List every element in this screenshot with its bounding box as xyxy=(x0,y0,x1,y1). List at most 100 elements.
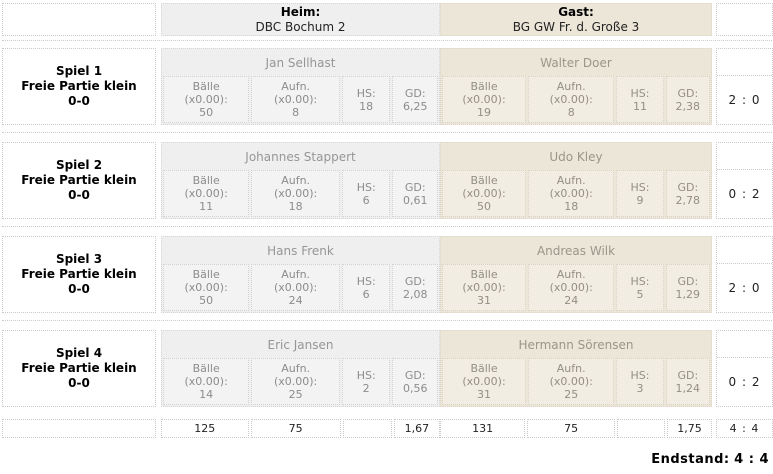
player-name: Johannes Stappert xyxy=(245,149,356,164)
stat-value: 50 xyxy=(477,200,492,213)
home-player-block: Johannes Stappert Bälle (x0.00): 11 Aufn.(… xyxy=(161,142,440,219)
stat-value: 1,24 xyxy=(675,381,701,395)
highrun-cell: HS: 11 xyxy=(616,76,664,123)
player-name: Jan Sellhast xyxy=(265,55,336,70)
balls-cell: Bälle (x0.00): 50 xyxy=(163,264,250,311)
balls-cell: Bälle (x0.00): 31 xyxy=(442,264,527,311)
separator-line xyxy=(2,219,772,227)
stat-label: Aufn. xyxy=(556,362,586,375)
stat-label: GD: xyxy=(404,180,426,194)
game-row-3: Spiel 3 Freie Partie klein 0-0 Hans Fren… xyxy=(2,236,773,313)
stat-label: Bälle xyxy=(192,362,220,375)
balls-cell: Bälle (x0.00): 14 xyxy=(163,358,250,405)
game-handicap: 0-0 xyxy=(68,376,90,390)
home-label: Heim: xyxy=(280,4,321,19)
stat-value: 2,38 xyxy=(675,99,701,113)
result-spacer xyxy=(717,237,772,264)
stat-value: 50 xyxy=(199,294,214,307)
game-discipline: Freie Partie klein xyxy=(21,267,137,281)
home-player-block: Jan Sellhast Bälle (x0.00): 50 Aufn. (x0.00… xyxy=(161,48,440,125)
stat-label: (x0.00): xyxy=(462,281,506,294)
average-cell: GD: 2,78 xyxy=(665,170,711,217)
home-team-name: DBC Bochum 2 xyxy=(255,19,346,34)
stat-label: GD: xyxy=(677,180,699,194)
average-cell: GD: 2,38 xyxy=(665,76,711,123)
balls-cell: Bälle (x0.00): 11 xyxy=(163,170,250,217)
stat-label: (x0.00): xyxy=(184,93,228,106)
stat-value: 2 xyxy=(362,381,370,395)
home-player-block: Eric Jansen Bälle (x0.00): 14 Aufn. (x0.00)… xyxy=(161,330,440,407)
stat-value: 8 xyxy=(567,106,575,119)
stat-label: Bälle xyxy=(470,80,498,93)
stat-value: 8 xyxy=(292,106,300,119)
stat-value: 50 xyxy=(199,106,214,119)
teams-header-row: Heim: DBC Bochum 2 Gast: BG GW Fr. d. Gr… xyxy=(2,3,773,36)
stat-label: (x0.00): xyxy=(184,281,228,294)
game-handicap: 0-0 xyxy=(68,282,90,296)
game-title: Spiel 2 xyxy=(55,158,103,172)
stat-label: HS: xyxy=(630,86,650,100)
game-row-4: Spiel 4 Freie Partie klein 0-0 Eric Jans… xyxy=(2,330,773,407)
stat-label: Aufn. xyxy=(556,268,586,281)
separator-line xyxy=(2,313,772,321)
average-cell: GD: 0,61 xyxy=(392,170,438,217)
stat-label: GD: xyxy=(677,86,699,100)
total-result: 4 : 4 xyxy=(716,419,773,438)
guest-player-block: Walter Doer Bälle (x0.00): 19 Aufn. (x0.00)… xyxy=(440,48,712,125)
innings-cell: Aufn. (x0.00): 24 xyxy=(251,264,340,311)
innings-cell: Aufn. (x0.00): 25 xyxy=(251,358,340,405)
stat-value: 6 xyxy=(362,193,370,207)
highrun-cell: HS: 5 xyxy=(616,264,664,311)
highrun-cell: HS: 9 xyxy=(616,170,664,217)
innings-cell: Aufn. (x0.00): 24 xyxy=(528,264,615,311)
stat-value: 6,25 xyxy=(402,99,428,113)
stat-value: 5 xyxy=(636,287,644,301)
total-balls: 125 xyxy=(161,419,249,438)
separator-line xyxy=(2,125,772,133)
highrun-cell: HS: 6 xyxy=(341,264,391,311)
stat-value: 1,29 xyxy=(675,287,701,301)
balls-cell: Bälle (x0.00): 19 xyxy=(442,76,527,123)
stat-label: HS: xyxy=(630,368,650,382)
guest-player-block: Udo Kley Bälle (x0.00): 50 Aufn. (x0.00): 18… xyxy=(440,142,712,219)
guest-player-block: Hermann Sörensen Bälle (x0.00): 31 Aufn. (x… xyxy=(440,330,712,407)
game-handicap: 0-0 xyxy=(68,94,90,108)
player-stats: Bälle (x0.00): 31 Aufn. (x0.00): 24 HS: 5 GD:… xyxy=(441,264,711,312)
stat-value: 18 xyxy=(359,99,374,113)
stat-label: HS: xyxy=(356,368,376,382)
stat-label: Bälle xyxy=(470,362,498,375)
separator-line xyxy=(2,36,772,41)
stat-value: 19 xyxy=(477,106,492,119)
game-info-cell: Spiel 3 Freie Partie klein 0-0 xyxy=(2,236,156,313)
total-innings: 75 xyxy=(527,419,615,438)
stat-value: 2,08 xyxy=(402,287,428,301)
stat-value: 14 xyxy=(199,388,214,401)
result-spacer xyxy=(717,143,772,170)
home-totals: 125 75 1,67 xyxy=(161,419,440,438)
innings-cell: Aufn. (x0.00): 8 xyxy=(528,76,615,123)
stat-label: Aufn. xyxy=(556,80,586,93)
average-cell: GD: 6,25 xyxy=(392,76,438,123)
stat-label: (x0.00): xyxy=(273,93,318,106)
result-spacer xyxy=(717,49,772,76)
total-highrun xyxy=(342,419,392,438)
home-player-block: Hans Frenk Bälle (x0.00): 50 Aufn. (x0.00):… xyxy=(161,236,440,313)
guest-team-header: Gast: BG GW Fr. d. Große 3 xyxy=(440,3,712,36)
stat-label: HS: xyxy=(630,180,650,194)
stat-label: HS: xyxy=(356,86,376,100)
stat-label: Bälle xyxy=(192,268,220,281)
stat-label: HS: xyxy=(630,274,650,288)
game-result: 0 : 2 xyxy=(728,187,761,201)
stat-label: Aufn. xyxy=(281,80,311,93)
guest-label: Gast: xyxy=(558,4,594,19)
stat-label: (x0.00): xyxy=(549,375,593,388)
game-result-cell: 0 : 2 xyxy=(716,142,773,219)
player-name: Hermann Sörensen xyxy=(518,337,634,352)
game-title: Spiel 4 xyxy=(55,346,103,360)
stat-label: (x0.00): xyxy=(549,281,593,294)
average-cell: GD: 2,08 xyxy=(392,264,438,311)
stat-value: 2,78 xyxy=(675,193,701,207)
header-score-spacer-cell xyxy=(716,3,773,36)
game-result: 2 : 0 xyxy=(728,93,761,107)
player-stats: Bälle (x0.00): 50 Aufn. (x0.00): 18 HS: 9 GD:… xyxy=(441,170,711,218)
